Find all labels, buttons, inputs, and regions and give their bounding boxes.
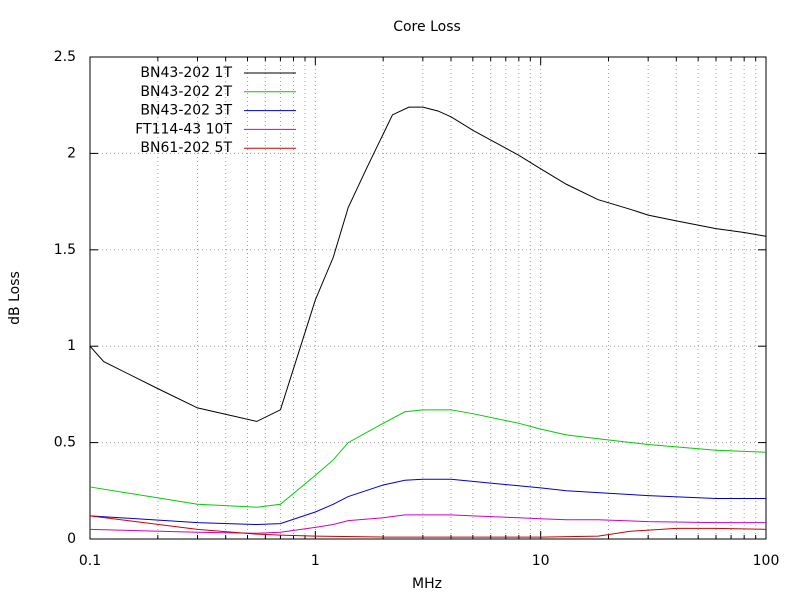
- y-tick-label: 0: [67, 531, 76, 547]
- plot-border: [89, 56, 767, 540]
- x-tick-label: 10: [532, 553, 550, 569]
- y-tick-label: 1: [67, 338, 76, 354]
- series-line: [89, 409, 767, 508]
- legend-label: BN43-202 3T: [140, 103, 232, 119]
- series-line: [89, 514, 766, 534]
- legend-label: FT114-43 10T: [135, 121, 232, 137]
- x-tick-label: 0.1: [79, 553, 101, 569]
- legend-label: BN43-202 2T: [140, 84, 232, 100]
- x-axis-label: MHz: [412, 576, 442, 592]
- y-tick-label: 1.5: [54, 242, 76, 258]
- series-line: [89, 515, 767, 538]
- y-axis-label: dB Loss: [7, 271, 23, 325]
- y-tick-label: 0.5: [54, 435, 76, 451]
- y-tick-label: 2: [67, 145, 76, 161]
- series-line: [89, 106, 767, 422]
- chart-title: Core Loss: [393, 19, 461, 35]
- y-tick-label: 2.5: [54, 49, 76, 65]
- x-tick-label: 1: [311, 553, 320, 569]
- x-tick-label: 100: [753, 553, 780, 569]
- legend-label: BN43-202 1T: [140, 65, 232, 81]
- legend-label: BN61-202 5T: [140, 140, 232, 156]
- series-line: [89, 478, 766, 526]
